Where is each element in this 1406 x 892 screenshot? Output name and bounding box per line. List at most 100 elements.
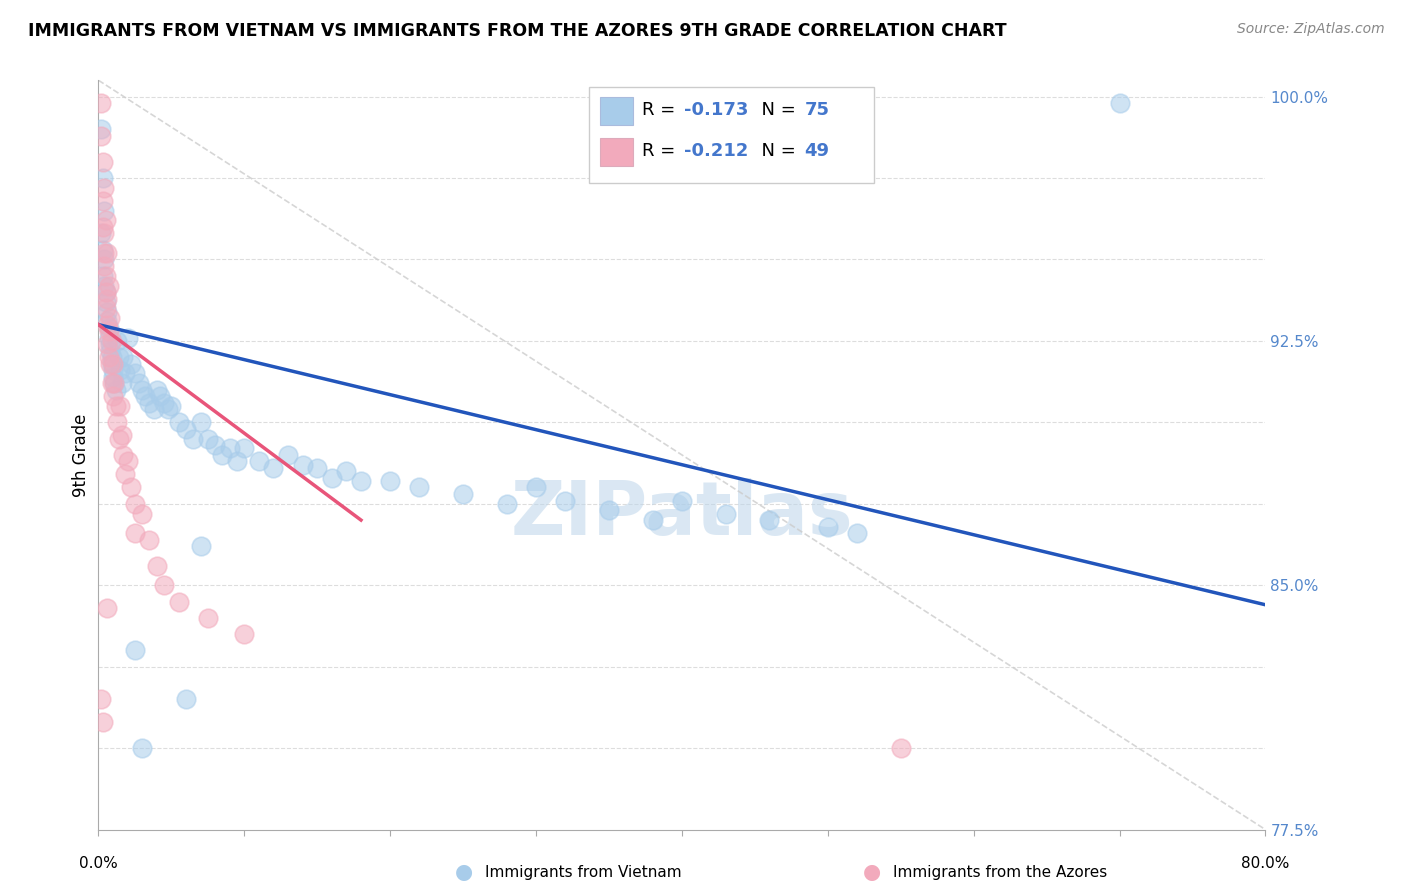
Point — [100, 357, 122, 371]
Point — [94, 301, 117, 316]
Point — [181, 432, 204, 446]
Point — [153, 396, 176, 410]
Point — [98, 337, 121, 351]
Point — [105, 334, 128, 348]
Y-axis label: 9th Grade: 9th Grade — [72, 413, 90, 497]
Point — [124, 643, 146, 657]
Point — [97, 324, 120, 338]
Point — [94, 294, 117, 309]
Point — [321, 471, 343, 485]
Point — [93, 227, 115, 241]
Point — [91, 243, 114, 257]
Point — [204, 438, 226, 452]
Point — [233, 442, 256, 456]
Point — [167, 415, 190, 429]
Point — [1108, 96, 1130, 111]
Point — [149, 389, 172, 403]
Point — [153, 578, 176, 592]
Text: Immigrants from the Azores: Immigrants from the Azores — [893, 865, 1107, 880]
Point — [671, 493, 693, 508]
Point — [111, 428, 134, 442]
Point — [641, 513, 664, 527]
Text: IMMIGRANTS FROM VIETNAM VS IMMIGRANTS FROM THE AZORES 9TH GRADE CORRELATION CHAR: IMMIGRANTS FROM VIETNAM VS IMMIGRANTS FR… — [28, 22, 1007, 40]
Point — [93, 278, 115, 293]
Point — [138, 396, 160, 410]
Point — [846, 526, 869, 541]
Point — [90, 96, 112, 111]
Point — [211, 448, 233, 462]
Point — [97, 350, 120, 364]
Point — [96, 314, 118, 328]
Text: ●: ● — [456, 863, 472, 882]
FancyBboxPatch shape — [600, 96, 633, 125]
Text: N =: N = — [749, 101, 801, 119]
Point — [146, 558, 169, 573]
Point — [93, 246, 115, 260]
Point — [94, 268, 117, 283]
Point — [96, 601, 118, 615]
Text: 75: 75 — [804, 101, 830, 119]
FancyBboxPatch shape — [600, 138, 633, 167]
Point — [103, 376, 125, 391]
Point — [335, 464, 357, 478]
Text: ●: ● — [863, 863, 880, 882]
Text: 80.0%: 80.0% — [1241, 855, 1289, 871]
Point — [98, 311, 121, 326]
Point — [101, 369, 124, 384]
Point — [100, 376, 122, 391]
Point — [90, 122, 112, 136]
Point — [277, 448, 299, 462]
Point — [138, 533, 160, 547]
Point — [112, 350, 135, 364]
Point — [93, 181, 115, 195]
Point — [93, 252, 115, 267]
Point — [307, 461, 329, 475]
Point — [380, 474, 402, 488]
Point — [94, 213, 117, 227]
Point — [110, 399, 132, 413]
Point — [496, 497, 519, 511]
FancyBboxPatch shape — [589, 87, 875, 183]
Point — [94, 285, 117, 299]
Point — [100, 350, 122, 364]
Point — [160, 399, 183, 413]
Point — [124, 367, 146, 381]
Point — [758, 513, 780, 527]
Point — [96, 337, 118, 351]
Point — [291, 458, 314, 472]
Text: R =: R = — [643, 142, 682, 160]
Text: 0.0%: 0.0% — [79, 855, 118, 871]
Point — [817, 519, 839, 533]
Text: -0.212: -0.212 — [685, 142, 748, 160]
Point — [134, 389, 156, 403]
Point — [120, 357, 142, 371]
Point — [174, 692, 197, 706]
Point — [350, 474, 373, 488]
Point — [146, 383, 169, 397]
Point — [112, 448, 135, 462]
Point — [114, 367, 136, 381]
Point — [90, 128, 112, 143]
Point — [100, 334, 122, 348]
Point — [94, 285, 117, 299]
Point — [97, 278, 120, 293]
Point — [218, 442, 240, 456]
Point — [91, 194, 114, 208]
Point — [108, 432, 131, 446]
Point — [554, 493, 576, 508]
Point — [197, 432, 219, 446]
Point — [408, 481, 430, 495]
Point — [90, 227, 112, 241]
Point — [108, 350, 131, 364]
Point — [104, 399, 127, 413]
Point — [96, 246, 118, 260]
Point — [96, 292, 118, 306]
Point — [131, 507, 153, 521]
Text: -0.173: -0.173 — [685, 101, 748, 119]
Point — [190, 539, 212, 553]
Point — [117, 331, 139, 345]
Point — [90, 692, 112, 706]
Point — [96, 318, 118, 332]
Point — [451, 487, 474, 501]
Text: ZIPatlas: ZIPatlas — [510, 478, 853, 551]
